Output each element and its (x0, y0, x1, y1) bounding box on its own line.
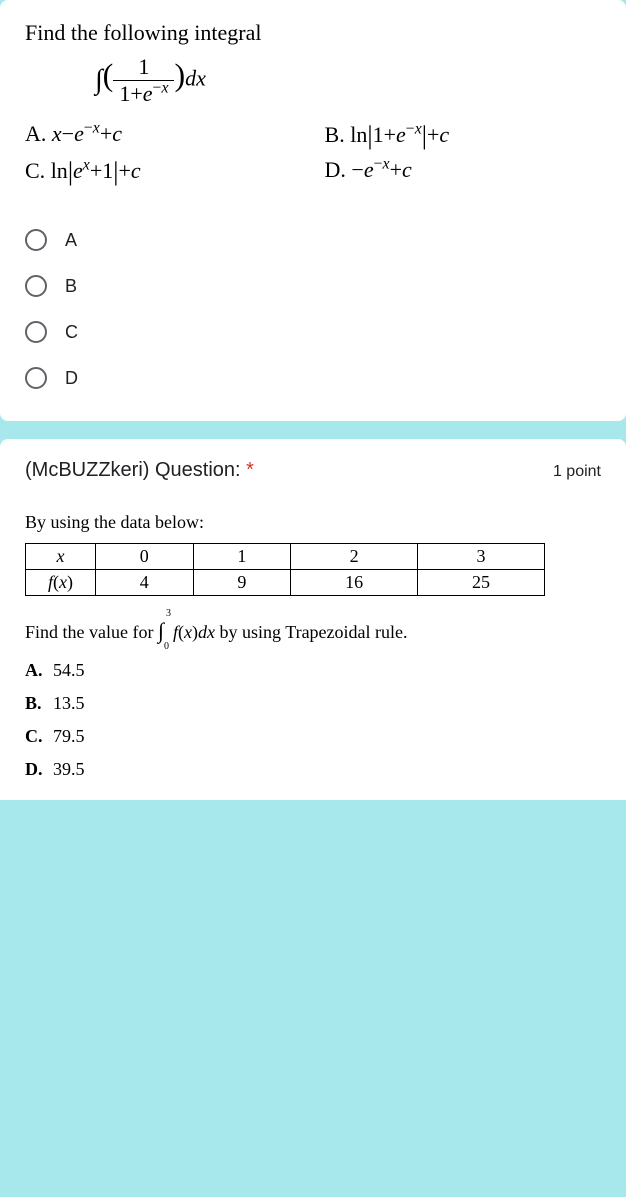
radio-option-B[interactable]: B (25, 263, 601, 309)
question-card-2: (McBUZZkeri) Question: * 1 point By usin… (0, 439, 626, 800)
option-row-2: C. ln|ex+1|+c D. −e−x+c (25, 157, 601, 187)
radio-option-D[interactable]: D (25, 355, 601, 401)
option-C: C. ln|ex+1|+c (25, 157, 301, 187)
question-title: (McBUZZkeri) Question: * (25, 459, 254, 482)
table-row: x 0 1 2 3 (26, 544, 545, 570)
answer-A: A.54.5 (25, 660, 601, 681)
table-cell: 0 (96, 544, 194, 570)
integral-formula: ∫(11+e−x)dx (95, 54, 601, 107)
table-cell: 4 (96, 570, 194, 596)
table-cell: 25 (418, 570, 545, 596)
radio-label: A (65, 230, 77, 251)
radio-circle-icon (25, 229, 47, 251)
table-cell: 16 (291, 570, 418, 596)
radio-group-q1: A B C D (25, 217, 601, 401)
option-B: B. ln|1+e−x|+c (325, 121, 601, 151)
data-subtext: By using the data below: (25, 512, 601, 533)
table-header-fx: f(x) (26, 570, 96, 596)
table-cell: 3 (418, 544, 545, 570)
radio-circle-icon (25, 367, 47, 389)
radio-label: C (65, 322, 78, 343)
required-asterisk: * (246, 459, 254, 481)
option-row-1: A. x−e−x+c B. ln|1+e−x|+c (25, 121, 601, 151)
radio-option-C[interactable]: C (25, 309, 601, 355)
answer-C: C.79.5 (25, 726, 601, 747)
points-label: 1 point (553, 463, 601, 481)
question-header: (McBUZZkeri) Question: * 1 point (25, 459, 601, 482)
table-header-x: x (26, 544, 96, 570)
table-cell: 2 (291, 544, 418, 570)
data-table: x 0 1 2 3 f(x) 4 9 16 25 (25, 543, 545, 596)
radio-option-A[interactable]: A (25, 217, 601, 263)
radio-circle-icon (25, 321, 47, 343)
table-cell: 1 (193, 544, 291, 570)
question-prompt: Find the following integral (25, 20, 601, 46)
option-D: D. −e−x+c (325, 157, 601, 187)
answer-D: D.39.5 (25, 759, 601, 780)
radio-circle-icon (25, 275, 47, 297)
question-card-1: Find the following integral ∫(11+e−x)dx … (0, 0, 626, 421)
radio-label: B (65, 276, 77, 297)
option-A: A. x−e−x+c (25, 121, 301, 151)
radio-label: D (65, 368, 78, 389)
table-cell: 9 (193, 570, 291, 596)
answer-list: A.54.5 B.13.5 C.79.5 D.39.5 (25, 660, 601, 780)
table-row: f(x) 4 9 16 25 (26, 570, 545, 596)
answer-B: B.13.5 (25, 693, 601, 714)
find-value-text: Find the value for ∫30 f(x)dx by using T… (25, 618, 601, 644)
